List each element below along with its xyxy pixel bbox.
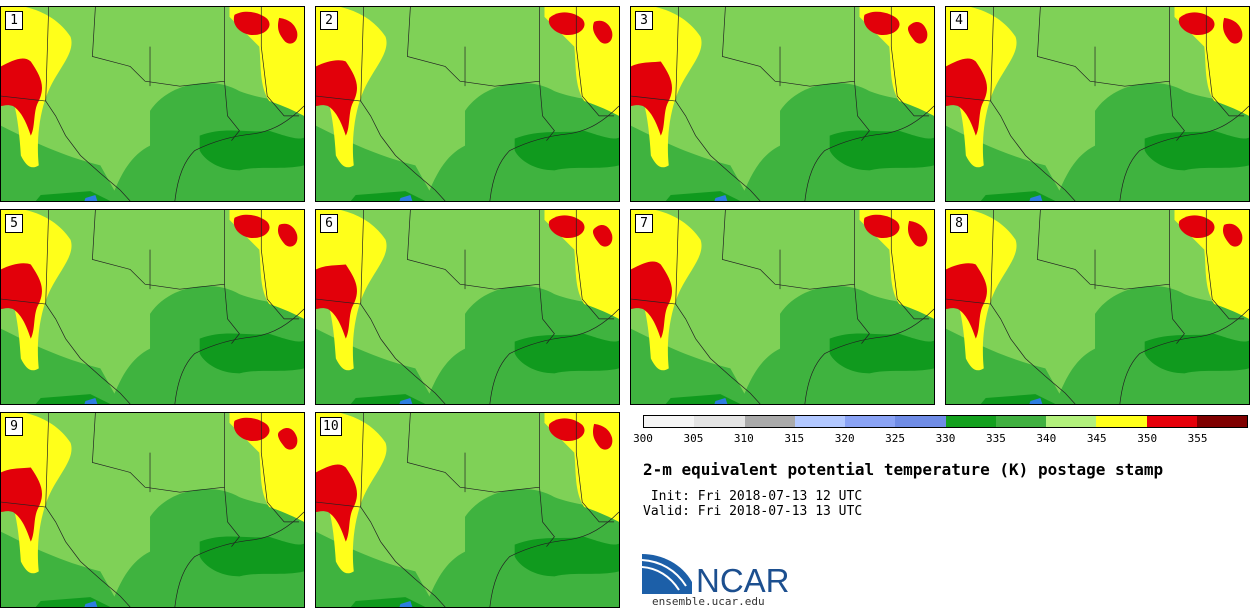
member-map <box>1 413 304 607</box>
colorbar-segment <box>1146 416 1197 427</box>
colorbar-tick-label: 315 <box>784 432 805 445</box>
member-panel: 4 <box>945 6 1250 202</box>
valid-label: Valid: <box>643 504 690 519</box>
member-number: 8 <box>950 214 968 233</box>
colorbar-tick-label: 345 <box>1086 432 1107 445</box>
colorbar-ticks: 300 305 310 315 320 325 330 335 340 345 350 355 <box>633 432 1248 446</box>
colorbar-tick-label: 335 <box>985 432 1006 445</box>
colorbar-tick-label: 340 <box>1036 432 1057 445</box>
member-number: 1 <box>5 11 23 30</box>
member-number: 7 <box>635 214 653 233</box>
member-panel: 10 <box>315 412 620 608</box>
member-panel: 6 <box>315 209 620 405</box>
colorbar-segment <box>945 416 996 427</box>
member-number: 10 <box>320 417 342 436</box>
ncar-logo: NCAR <box>642 554 790 598</box>
colorbar <box>643 415 1248 428</box>
member-number: 6 <box>320 214 338 233</box>
member-map <box>1 7 304 201</box>
member-panel: 5 <box>0 209 305 405</box>
init-label: Init: <box>643 489 690 504</box>
logo-text: NCAR <box>696 562 790 598</box>
member-map <box>1 210 304 404</box>
member-number: 4 <box>950 11 968 30</box>
colorbar-tick-label: 350 <box>1137 432 1158 445</box>
member-map <box>316 210 619 404</box>
colorbar-tick-label: 320 <box>834 432 855 445</box>
valid-time: Valid: Fri 2018-07-13 13 UTC <box>643 504 862 519</box>
colorbar-segment <box>644 416 695 427</box>
colorbar-segment <box>895 416 946 427</box>
member-panel: 3 <box>630 6 935 202</box>
member-panel: 7 <box>630 209 935 405</box>
member-panel: 1 <box>0 6 305 202</box>
member-map <box>316 7 619 201</box>
colorbar-tick-label: 305 <box>683 432 704 445</box>
member-map <box>631 210 934 404</box>
member-number: 5 <box>5 214 23 233</box>
colorbar-tick-label: 330 <box>935 432 956 445</box>
colorbar-segment <box>744 416 795 427</box>
init-time: Init: Fri 2018-07-13 12 UTC <box>643 489 862 504</box>
colorbar-tick-label: 310 <box>733 432 754 445</box>
member-number: 2 <box>320 11 338 30</box>
colorbar-segment <box>794 416 845 427</box>
member-map <box>316 413 619 607</box>
colorbar-segment <box>995 416 1046 427</box>
colorbar-segment <box>1096 416 1147 427</box>
colorbar-segment <box>694 416 745 427</box>
logo-url: ensemble.ucar.edu <box>652 595 765 608</box>
member-panel: 8 <box>945 209 1250 405</box>
member-map <box>631 7 934 201</box>
figure-title: 2-m equivalent potential temperature (K)… <box>643 460 1164 479</box>
init-value: Fri 2018-07-13 12 UTC <box>697 489 863 504</box>
colorbar-tick-label: 355 <box>1187 432 1208 445</box>
member-number: 3 <box>635 11 653 30</box>
colorbar-tick-label: 300 <box>633 432 653 445</box>
colorbar-segment <box>1046 416 1097 427</box>
member-map <box>946 210 1249 404</box>
colorbar-tick-label: 325 <box>885 432 906 445</box>
member-panel: 2 <box>315 6 620 202</box>
valid-value: Fri 2018-07-13 13 UTC <box>697 504 863 519</box>
member-map <box>946 7 1249 201</box>
colorbar-segment <box>845 416 896 427</box>
member-number: 9 <box>5 417 23 436</box>
member-panel: 9 <box>0 412 305 608</box>
colorbar-segment <box>1196 416 1247 427</box>
